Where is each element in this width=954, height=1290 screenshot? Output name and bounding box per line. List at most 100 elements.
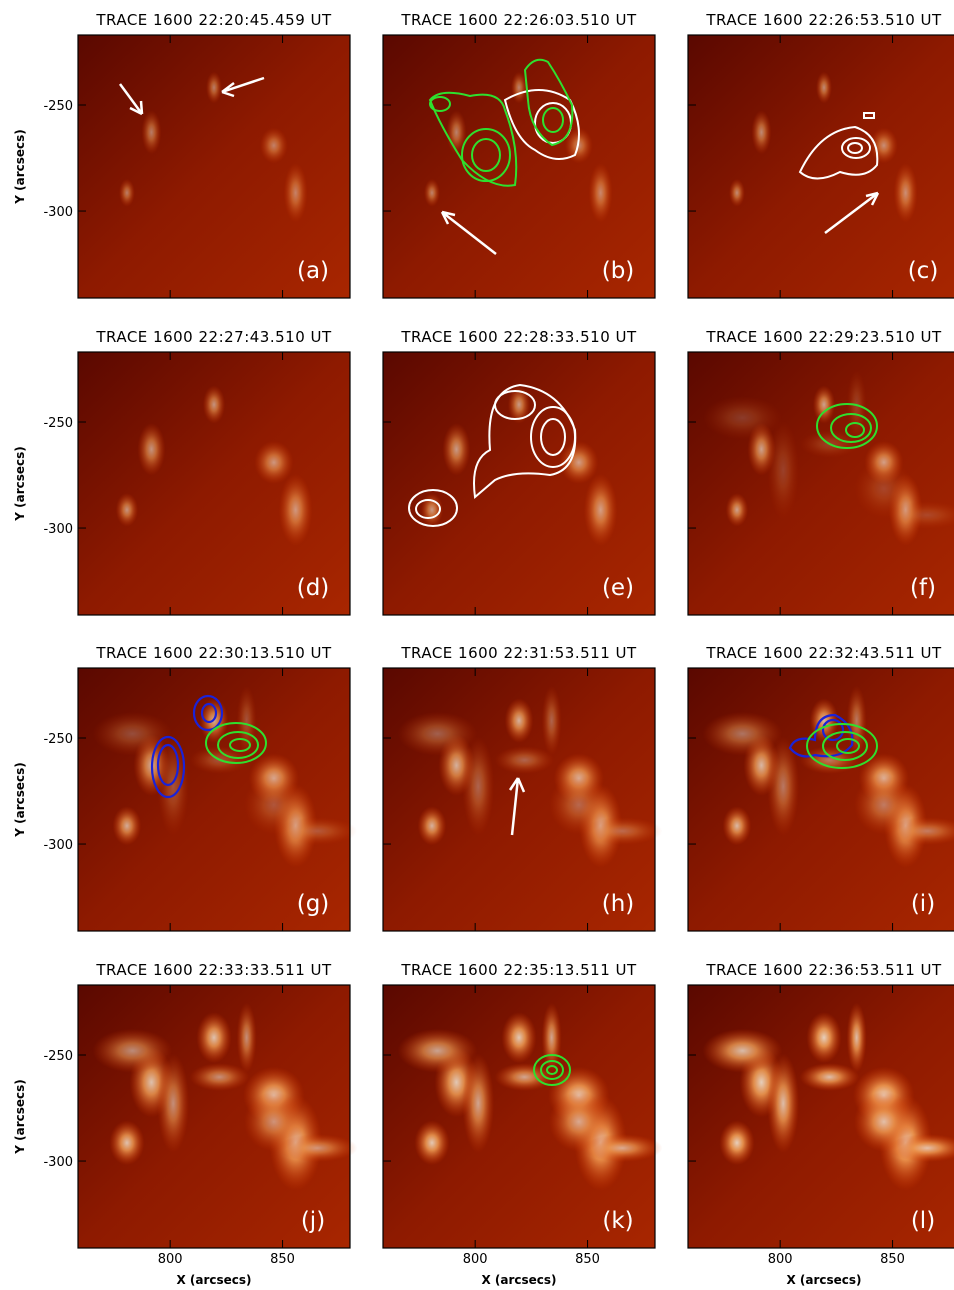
panel-title: TRACE 1600 22:29:23.510 UT [705,328,942,346]
bright-feature [260,127,288,163]
bright-feature [870,127,898,163]
bright-feature [702,1029,782,1073]
bright-feature [203,385,225,423]
bright-feature [511,72,527,104]
x-tick-label: 850 [575,1252,600,1267]
bright-feature [542,686,562,756]
panel-label: (c) [908,258,939,284]
bright-feature [92,712,172,756]
bright-feature [847,686,867,756]
bright-feature [719,1120,754,1165]
bright-feature [505,698,534,743]
panel-label: (f) [910,575,936,601]
y-tick-label: -250 [43,732,73,747]
bright-feature [726,493,748,527]
x-tick-label: 800 [158,1252,183,1267]
bright-feature [157,1053,189,1153]
panel-label: (e) [602,575,634,601]
panel-label: (h) [602,891,635,917]
bright-feature [92,1029,172,1073]
bright-feature [589,163,613,223]
y-axis-label: Y (arcsecs) [13,129,27,205]
bright-feature [813,385,835,423]
bright-feature [414,1120,449,1165]
x-tick-label: 800 [768,1252,793,1267]
bright-feature [119,179,135,207]
bright-feature [277,1134,357,1162]
bright-feature [157,736,189,836]
y-axis-label: Y (arcsecs) [13,1079,27,1155]
panel-title: TRACE 1600 22:31:53.511 UT [400,644,637,662]
bright-feature [277,817,357,845]
x-axis-label: X (arcsecs) [176,1273,251,1287]
bright-feature [847,1003,867,1073]
bright-feature [109,1120,144,1165]
panel-label: (i) [911,891,935,917]
bright-feature [501,1012,536,1063]
x-axis-label: X (arcsecs) [786,1273,861,1287]
panel-title: TRACE 1600 22:26:03.510 UT [400,11,637,29]
bright-feature [116,493,138,527]
bright-feature [799,1063,859,1091]
bright-feature [582,1134,662,1162]
panel-title: TRACE 1600 22:32:43.511 UT [705,644,942,662]
x-tick-label: 800 [463,1252,488,1267]
panel-title: TRACE 1600 22:30:13.510 UT [95,644,332,662]
bright-feature [767,1053,799,1153]
x-tick-label: 850 [270,1252,295,1267]
panels: TRACE 1600 22:20:45.459 UT (a) -250 -300 Y (… [13,11,954,1287]
y-axis-label: Y (arcsecs) [13,762,27,838]
panel-label: (a) [297,258,329,284]
bright-feature [494,746,554,774]
panel-title: TRACE 1600 22:33:33.511 UT [95,961,332,979]
y-tick-label: -250 [43,99,73,114]
bright-feature [702,396,782,440]
panel-title: TRACE 1600 22:20:45.459 UT [95,11,332,29]
panel-title: TRACE 1600 22:28:33.510 UT [400,328,637,346]
bright-feature [424,179,440,207]
y-tick-label: -300 [43,522,73,537]
y-tick-label: -300 [43,838,73,853]
bright-feature [254,441,293,484]
bright-feature [723,806,752,845]
bright-feature [418,806,447,845]
bright-feature [702,712,782,756]
bright-feature [894,163,918,223]
page: {"panels": [ {"title": "TRACE 1600 22:20… [0,0,954,1290]
bright-feature [137,423,165,476]
y-tick-label: -300 [43,1155,73,1170]
bright-feature [189,1063,249,1091]
panel-title: TRACE 1600 22:26:53.510 UT [705,11,942,29]
bright-feature [141,110,161,154]
panel-title: TRACE 1600 22:36:53.511 UT [705,961,942,979]
y-tick-label: -250 [43,416,73,431]
y-tick-label: -250 [43,1049,73,1064]
x-axis-label: X (arcsecs) [481,1273,556,1287]
panel-title: TRACE 1600 22:27:43.510 UT [95,328,332,346]
bright-feature [397,1029,477,1073]
panel-label: (g) [297,891,330,917]
panel-label: (d) [297,575,330,601]
x-tick-label: 850 [880,1252,905,1267]
bright-feature [729,179,745,207]
bright-feature [751,110,771,154]
bright-feature [196,1012,231,1063]
panel-label: (l) [911,1208,935,1234]
bright-feature [816,72,832,104]
y-axis-label: Y (arcsecs) [13,446,27,522]
bright-feature [767,420,799,520]
panel-label: (k) [602,1208,633,1234]
bright-feature [113,806,142,845]
bright-feature [206,72,222,104]
panel-label: (b) [602,258,635,284]
bright-feature [584,474,618,546]
bright-feature [462,1053,494,1153]
bright-feature [284,163,308,223]
bright-feature [279,474,313,546]
bright-feature [237,1003,257,1073]
panel-title: TRACE 1600 22:35:13.511 UT [400,961,637,979]
figure: TRACE 1600 22:20:45.459 UT (a) -250 -300 Y (… [0,0,954,1290]
bright-feature [442,423,470,476]
bright-feature [397,712,477,756]
bright-feature [806,1012,841,1063]
